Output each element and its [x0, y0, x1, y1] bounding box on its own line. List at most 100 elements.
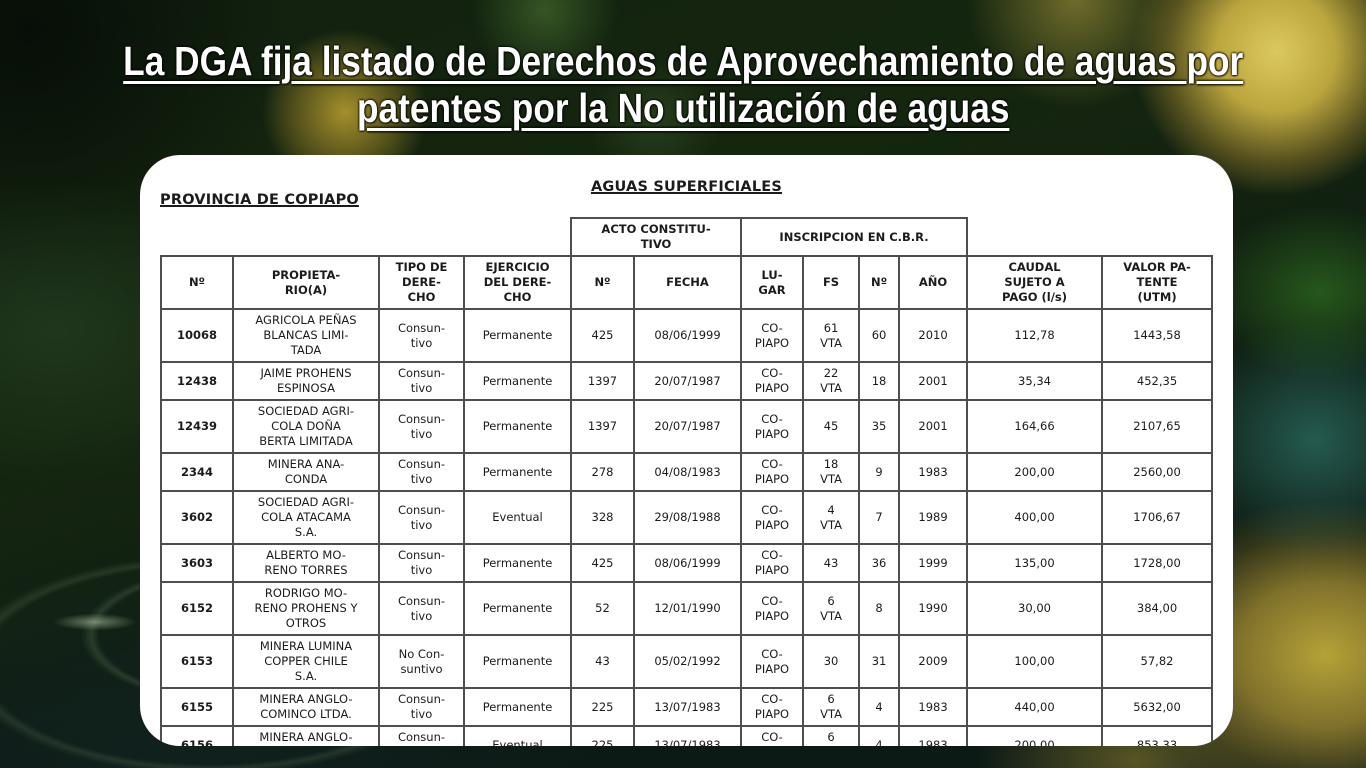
- cell-lugar: CO- PIAPO: [740, 361, 805, 401]
- cell-ejercicio: Permanente: [463, 308, 572, 363]
- cell-tipo: Consun- tivo: [378, 361, 465, 401]
- cell-lugar: CO- PIAPO: [740, 308, 805, 363]
- table-row: 12438 JAIME PROHENS ESPINOSA Consun- tivo P…: [160, 361, 1214, 401]
- cell-fs: 43: [802, 543, 861, 583]
- cell-valor: 452,35: [1101, 361, 1214, 401]
- cell-insc_n: 18: [858, 361, 901, 401]
- cell-fs: 18 VTA: [802, 452, 861, 492]
- cell-ejercicio: Permanente: [463, 361, 572, 401]
- cell-ano: 1990: [898, 581, 969, 636]
- column-header: FS: [802, 255, 861, 310]
- cell-acto_fecha: 05/02/1992: [632, 634, 743, 689]
- cell-insc_n: 31: [858, 634, 901, 689]
- table-row: 10068 AGRICOLA PEÑAS BLANCAS LIMI- TADA Co…: [160, 308, 1214, 363]
- cell-lugar: CO- PIAPO: [740, 687, 805, 727]
- cell-ano: 1983: [898, 452, 969, 492]
- cell-acto_fecha: 20/07/1987: [632, 361, 743, 401]
- column-header: AÑO: [898, 255, 969, 310]
- province-label: PROVINCIA DE COPIAPO: [160, 192, 359, 208]
- document-card: AGUAS SUPERFICIALES PROVINCIA DE COPIAPO…: [140, 155, 1233, 746]
- cell-ejercicio: Eventual: [463, 490, 572, 545]
- cell-ano: 2009: [898, 634, 969, 689]
- cell-propietario: JAIME PROHENS ESPINOSA: [232, 361, 380, 401]
- table-row: 6153 MINERA LUMINA COPPER CHILE S.A. No Co…: [160, 634, 1214, 689]
- cell-acto_n: 425: [570, 308, 635, 363]
- cell-acto_fecha: 04/08/1983: [632, 452, 743, 492]
- cell-acto_fecha: 13/07/1983: [632, 725, 743, 746]
- cell-ejercicio: Permanente: [463, 399, 572, 454]
- cell-valor: 853,33: [1101, 725, 1214, 746]
- cell-acto_n: 225: [570, 725, 635, 746]
- cell-tipo: Consun- tivo: [378, 543, 465, 583]
- cell-acto_n: 225: [570, 687, 635, 727]
- table-container: ACTO CONSTITU- TIVO INSCRIPCION EN C.B.R…: [160, 217, 1214, 746]
- cell-acto_fecha: 08/06/1999: [632, 308, 743, 363]
- cell-fs: 22 VTA: [802, 361, 861, 401]
- cell-n: 6152: [160, 581, 234, 636]
- cell-lugar: CO- PIAPO: [740, 725, 805, 746]
- cell-insc_n: 9: [858, 452, 901, 492]
- column-header: LU- GAR: [740, 255, 805, 310]
- table-row: 6155 MINERA ANGLO- COMINCO LTDA. Consun- t…: [160, 687, 1214, 727]
- cell-tipo: Consun- tivo: [378, 452, 465, 492]
- cell-fs: 6 VTA: [802, 725, 861, 746]
- cell-propietario: MINERA ANGLO- COMINCO LTDA.: [232, 725, 380, 746]
- cell-fs: 4 VTA: [802, 490, 861, 545]
- column-header: VALOR PA- TENTE (UTM): [1101, 255, 1214, 310]
- band-row: ACTO CONSTITU- TIVO INSCRIPCION EN C.B.R…: [161, 217, 1212, 257]
- cell-insc_n: 4: [858, 687, 901, 727]
- table-row: 3602 SOCIEDAD AGRI- COLA ATACAMA S.A. Cons…: [160, 490, 1214, 545]
- water-rights-table: ACTO CONSTITU- TIVO INSCRIPCION EN C.B.R…: [160, 217, 1214, 746]
- cell-acto_n: 328: [570, 490, 635, 545]
- cell-lugar: CO- PIAPO: [740, 581, 805, 636]
- cell-insc_n: 60: [858, 308, 901, 363]
- cell-acto_n: 43: [570, 634, 635, 689]
- cell-propietario: MINERA ANA- CONDA: [232, 452, 380, 492]
- cell-n: 6156: [160, 725, 234, 746]
- cell-ejercicio: Permanente: [463, 581, 572, 636]
- cell-caudal: 100,00: [966, 634, 1104, 689]
- cell-propietario: ALBERTO MO- RENO TORRES: [232, 543, 380, 583]
- headline-line-1: La DGA fija listado de Derechos de Aprov…: [122, 38, 1244, 84]
- cell-acto_n: 278: [570, 452, 635, 492]
- cell-tipo: Consun- tivo: [378, 581, 465, 636]
- cell-ejercicio: Eventual: [463, 725, 572, 746]
- cell-caudal: 200,00: [966, 452, 1104, 492]
- section-title: AGUAS SUPERFICIALES: [590, 179, 783, 195]
- cell-fs: 6 VTA: [802, 687, 861, 727]
- table-body: 10068 AGRICOLA PEÑAS BLANCAS LIMI- TADA Co…: [160, 308, 1214, 746]
- cell-ano: 2001: [898, 399, 969, 454]
- cell-propietario: MINERA LUMINA COPPER CHILE S.A.: [232, 634, 380, 689]
- cell-fs: 61 VTA: [802, 308, 861, 363]
- cell-caudal: 135,00: [966, 543, 1104, 583]
- cell-fs: 6 VTA: [802, 581, 861, 636]
- cell-n: 3602: [160, 490, 234, 545]
- cell-acto_n: 1397: [570, 361, 635, 401]
- column-header: CAUDAL SUJETO A PAGO (l/s): [966, 255, 1104, 310]
- cell-propietario: SOCIEDAD AGRI- COLA DOÑA BERTA LIMITADA: [232, 399, 380, 454]
- cell-ano: 1983: [898, 687, 969, 727]
- headline-line-2: patentes por la No utilización de aguas: [356, 85, 1010, 131]
- cell-fs: 45: [802, 399, 861, 454]
- table-row: 12439 SOCIEDAD AGRI- COLA DOÑA BERTA LIMI…: [160, 399, 1214, 454]
- cell-ano: 1983: [898, 725, 969, 746]
- cell-ejercicio: Permanente: [463, 452, 572, 492]
- cell-caudal: 400,00: [966, 490, 1104, 545]
- band-spacer-right: [967, 218, 1212, 256]
- cell-propietario: RODRIGO MO- RENO PROHENS Y OTROS: [232, 581, 380, 636]
- cell-ano: 1989: [898, 490, 969, 545]
- column-header: Nº: [570, 255, 635, 310]
- cell-caudal: 440,00: [966, 687, 1104, 727]
- cell-acto_fecha: 20/07/1987: [632, 399, 743, 454]
- cell-tipo: Consun- tivo: [378, 490, 465, 545]
- cell-caudal: 35,34: [966, 361, 1104, 401]
- cell-valor: 5632,00: [1101, 687, 1214, 727]
- cell-ejercicio: Permanente: [463, 634, 572, 689]
- cell-acto_n: 1397: [570, 399, 635, 454]
- cell-acto_n: 425: [570, 543, 635, 583]
- cell-ejercicio: Permanente: [463, 687, 572, 727]
- cell-caudal: 112,78: [966, 308, 1104, 363]
- cell-insc_n: 36: [858, 543, 901, 583]
- cell-insc_n: 4: [858, 725, 901, 746]
- cell-caudal: 200,00: [966, 725, 1104, 746]
